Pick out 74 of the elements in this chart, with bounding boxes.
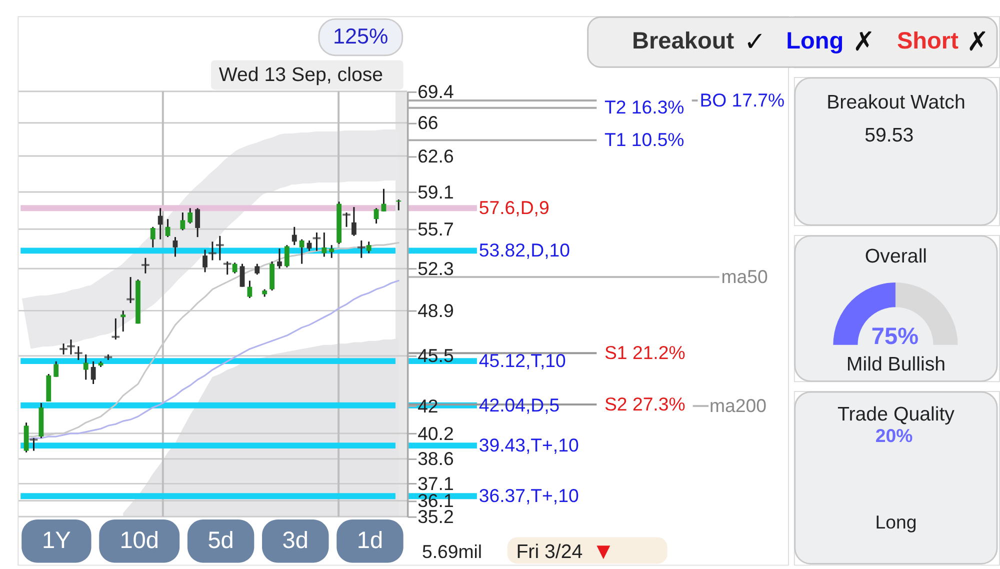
ref-line-label: S1 21.2% [604, 342, 686, 363]
ref-line-label: 39.43,T+,10 [478, 434, 579, 456]
candlestick [284, 244, 290, 268]
candlestick [180, 212, 186, 231]
candlestick [396, 198, 402, 212]
text: 1Y [42, 527, 72, 554]
text: ✗ [966, 26, 989, 58]
candlestick [83, 354, 88, 380]
y-tick-label: 37.1 [418, 473, 454, 494]
ref-line-label: ma200 [710, 394, 766, 416]
candlestick [247, 280, 252, 299]
candlestick [277, 248, 282, 270]
text: 5d [208, 527, 234, 554]
text: ▼ [596, 542, 611, 562]
candlestick [254, 263, 260, 276]
text: 3d [282, 527, 308, 554]
y-tick-label: 40.2 [418, 422, 454, 444]
y-tick-label: 55.7 [418, 218, 454, 240]
text: Breakout [632, 28, 734, 54]
text: ✗ [852, 26, 875, 58]
ref-line-label: T1 10.5% [604, 129, 684, 150]
candlestick [374, 207, 379, 224]
chart-title: Overall [864, 245, 928, 268]
candlestick [292, 226, 297, 246]
candlestick [202, 248, 208, 273]
text: Long [786, 28, 844, 54]
text: Long [875, 511, 917, 532]
y-tick-label: 66 [418, 112, 438, 134]
candlestick [195, 207, 200, 238]
text: 59.53 [864, 124, 914, 147]
candlestick [172, 236, 178, 258]
ref-line-label: T2 16.3% [604, 96, 684, 118]
candlestick [188, 207, 193, 224]
text: Wed 13 Sep, close [218, 64, 384, 86]
candlestick [381, 188, 386, 212]
candlestick [366, 240, 372, 254]
candlestick [232, 262, 238, 274]
text: 10d [120, 527, 159, 554]
text: ✓ [744, 26, 766, 58]
ref-line-label: BO 17.7% [700, 89, 785, 110]
candlestick [240, 263, 245, 288]
text: Short [896, 28, 959, 54]
ref-line-label: 42.04,D,5 [478, 394, 560, 416]
ref-line-label: ma50 [721, 266, 768, 287]
text: 5.69mil [422, 540, 482, 562]
y-tick-label: 48.9 [418, 300, 454, 322]
ref-line-label: 57.6,D,9 [478, 197, 550, 218]
y-tick-label: 38.6 [418, 448, 454, 470]
ref-line-label: 45.12,T,10 [478, 350, 566, 371]
text: 1d [356, 527, 384, 554]
text: 75% [871, 322, 919, 349]
ref-line-label: S2 27.3% [604, 393, 686, 414]
candlestick [352, 206, 356, 237]
candlestick [329, 244, 334, 259]
text: Mild Bullish [846, 353, 946, 376]
candlestick [165, 218, 170, 238]
y-tick-label: 59.1 [418, 181, 454, 202]
y-tick-label: 62.6 [418, 145, 454, 166]
candlestick [322, 232, 327, 258]
y-tick-label: 52.3 [418, 258, 454, 279]
text: Fri 3/24 [516, 540, 583, 563]
candlestick [299, 238, 304, 265]
candlestick [54, 360, 59, 378]
candlestick [90, 360, 96, 385]
candlestick [120, 310, 126, 332]
y-tick-label: 69.4 [418, 80, 454, 102]
ref-line-label: 53.82,D,10 [478, 240, 570, 261]
candlestick [150, 226, 156, 248]
text: 125% [333, 24, 388, 49]
text: 20% [875, 425, 914, 446]
text: Trade Quality [837, 403, 955, 426]
text: Breakout Watch [826, 91, 966, 114]
ref-line-label: 36.37,T+,10 [478, 485, 579, 506]
candlestick [158, 207, 163, 240]
